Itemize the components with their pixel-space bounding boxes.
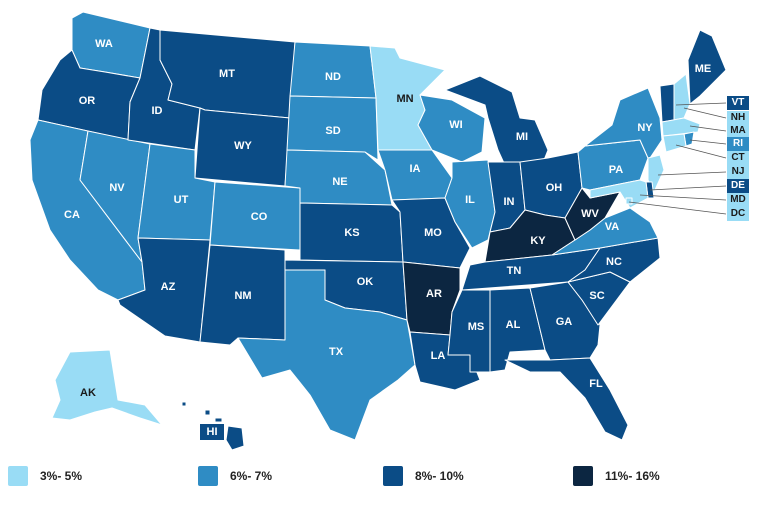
- legend-swatch: [8, 466, 28, 486]
- legend-item-tier4: 11%- 16%: [573, 466, 660, 486]
- legend: 3%- 5% 6%- 7% 8%- 10% 11%- 16%: [0, 466, 763, 492]
- state-CT[interactable]: [662, 133, 687, 153]
- state-label-NE: NE: [332, 176, 347, 188]
- state-WV[interactable]: [564, 187, 621, 241]
- callout-MD[interactable]: MD: [727, 193, 749, 207]
- state-DC[interactable]: [625, 197, 633, 205]
- state-label-IL: IL: [465, 194, 475, 206]
- state-label-AK: AK: [80, 387, 96, 399]
- callout-CT[interactable]: CT: [727, 151, 749, 165]
- state-label-OR: OR: [79, 95, 96, 107]
- state-MA[interactable]: [661, 117, 701, 137]
- state-label-IA: IA: [410, 163, 421, 175]
- legend-label: 8%- 10%: [415, 469, 464, 483]
- state-label-NY: NY: [637, 122, 653, 134]
- state-ND[interactable]: [289, 41, 377, 99]
- legend-label: 3%- 5%: [40, 469, 83, 483]
- state-label-OH: OH: [546, 182, 563, 194]
- state-label-AR: AR: [426, 288, 442, 300]
- us-choropleth-map: WA OR CA NV ID MT WY UT AZ CO NM ND SD N…: [29, 11, 727, 451]
- legend-item-tier3: 8%- 10%: [383, 466, 464, 486]
- state-label-TX: TX: [329, 346, 344, 358]
- callout-lines: [628, 102, 727, 215]
- legend-item-tier2: 6%- 7%: [198, 466, 272, 486]
- state-label-WI: WI: [449, 119, 462, 131]
- state-label-ND: ND: [325, 71, 341, 83]
- state-label-CA: CA: [64, 209, 80, 221]
- callout-DE[interactable]: DE: [727, 179, 749, 193]
- state-label-MN: MN: [396, 93, 413, 105]
- callout-VT[interactable]: VT: [727, 96, 749, 110]
- state-label-MI: MI: [516, 131, 528, 143]
- state-NY[interactable]: [584, 87, 663, 159]
- state-TX[interactable]: [237, 269, 416, 441]
- state-FL[interactable]: [504, 357, 629, 441]
- state-label-SD: SD: [325, 125, 340, 137]
- state-label-NV: NV: [109, 182, 125, 194]
- state-labels: WA OR CA NV ID MT WY UT AZ CO NM ND SD N…: [64, 38, 711, 399]
- state-label-MS: MS: [468, 321, 485, 333]
- state-label-UT: UT: [174, 194, 189, 206]
- state-label-TN: TN: [507, 265, 522, 277]
- state-label-KS: KS: [344, 227, 359, 239]
- state-label-ID: ID: [152, 105, 163, 117]
- state-VT[interactable]: [659, 83, 675, 123]
- legend-label: 11%- 16%: [605, 469, 660, 483]
- legend-swatch: [198, 466, 218, 486]
- state-label-MO: MO: [424, 227, 442, 239]
- state-label-WV: WV: [581, 208, 599, 220]
- callout-DC[interactable]: DC: [727, 207, 749, 221]
- state-NH[interactable]: [673, 73, 691, 121]
- callout-NH[interactable]: NH: [727, 111, 749, 125]
- state-label-ME: ME: [695, 63, 712, 75]
- state-label-VA: VA: [605, 221, 620, 233]
- state-label-AL: AL: [506, 319, 521, 331]
- state-WY[interactable]: [194, 107, 291, 187]
- legend-swatch: [383, 466, 403, 486]
- state-label-AZ: AZ: [161, 281, 176, 293]
- state-label-WY: WY: [234, 140, 252, 152]
- state-label-OK: OK: [357, 276, 374, 288]
- legend-label: 6%- 7%: [230, 469, 273, 483]
- state-label-KY: KY: [530, 235, 546, 247]
- legend-swatch: [573, 466, 593, 486]
- state-label-GA: GA: [556, 316, 573, 328]
- state-label-SC: SC: [589, 290, 604, 302]
- state-label-NC: NC: [606, 256, 622, 268]
- state-AK[interactable]: [51, 349, 163, 426]
- callout-NJ[interactable]: NJ: [727, 165, 749, 179]
- state-label-WA: WA: [95, 38, 113, 50]
- state-label-FL: FL: [589, 378, 603, 390]
- state-label-NM: NM: [234, 290, 251, 302]
- state-label-PA: PA: [609, 164, 624, 176]
- callout-RI[interactable]: RI: [727, 137, 749, 151]
- state-HI[interactable]: [181, 401, 245, 451]
- state-label-IN: IN: [504, 196, 515, 208]
- state-label-LA: LA: [431, 350, 446, 362]
- state-label-CO: CO: [251, 211, 268, 223]
- callout-HI[interactable]: HI: [200, 424, 224, 440]
- legend-item-tier1: 3%- 5%: [8, 466, 82, 486]
- state-SD[interactable]: [286, 95, 379, 161]
- state-label-MT: MT: [219, 68, 235, 80]
- callout-MA[interactable]: MA: [727, 124, 749, 138]
